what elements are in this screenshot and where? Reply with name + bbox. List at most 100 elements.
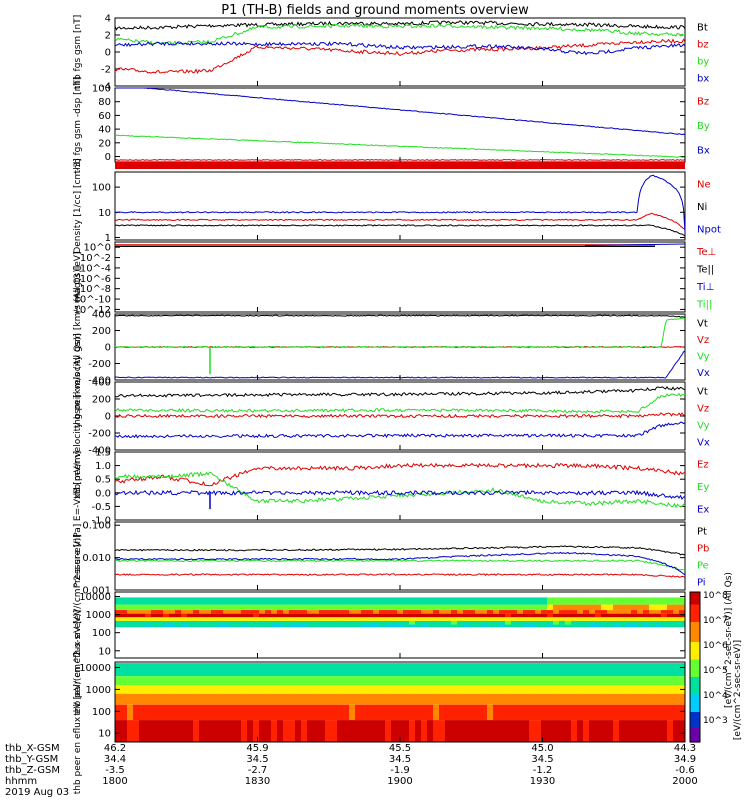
spectrogram-cell — [469, 720, 476, 742]
spectrogram-cell — [625, 613, 632, 618]
spectrogram-cell — [169, 620, 176, 625]
spectrogram-cell — [589, 704, 596, 721]
spectrogram-cell — [277, 604, 284, 611]
spectrogram-cell — [115, 604, 122, 611]
spectrogram-cell — [625, 597, 632, 605]
spectrogram-cell — [181, 685, 188, 694]
y-tick-label: 1.5 — [95, 448, 111, 459]
spectrogram-cell — [463, 624, 470, 628]
spectrogram-cell — [421, 620, 428, 625]
spectrogram-cell — [253, 624, 260, 628]
spectrogram-cell — [349, 597, 356, 605]
spectrogram-cell — [391, 676, 398, 686]
spectrogram-cell — [409, 720, 416, 742]
spectrogram-cell — [439, 720, 446, 742]
spectrogram-cell — [673, 676, 680, 686]
orbit-value: 44.3 — [674, 743, 696, 754]
spectrogram-cell — [385, 685, 392, 694]
spectrogram-cell — [157, 693, 164, 705]
spectrogram-cell — [133, 693, 140, 705]
spectrogram-cell — [601, 693, 608, 705]
spectrogram-cell — [631, 613, 638, 618]
y-tick-label: 10000 — [79, 663, 111, 674]
spectrogram-cell — [535, 610, 542, 614]
spectrogram-cell — [445, 613, 452, 618]
spectrogram-cell — [169, 597, 176, 605]
spectrogram-cell — [433, 676, 440, 686]
spectrogram-cell — [289, 604, 296, 611]
spectrogram-cell — [415, 720, 422, 742]
spectrogram-cell — [511, 610, 518, 614]
y-tick-label: 0 — [105, 48, 111, 59]
colorbar-cell — [690, 734, 700, 738]
orbit-value: 34.5 — [389, 754, 411, 765]
spectrogram-cell — [307, 604, 314, 611]
spectrogram-cell — [451, 620, 458, 625]
spectrogram-cell — [511, 597, 518, 605]
spectrogram-cell — [493, 604, 500, 611]
spectrogram-cell — [415, 597, 422, 605]
colorbar-cell — [690, 617, 700, 621]
y-tick-label: -400 — [88, 446, 111, 457]
spectrogram-cell — [121, 676, 128, 686]
spectrogram-cell — [433, 624, 440, 628]
spectrogram-cell — [499, 720, 506, 742]
spectrogram-cell — [505, 613, 512, 618]
spectrogram-cell — [583, 704, 590, 721]
legend-entry: Bz — [697, 96, 709, 107]
spectrogram-cell — [499, 620, 506, 625]
spectrogram-cell — [499, 624, 506, 628]
spectrogram-cell — [631, 704, 638, 721]
spectrogram-cell — [193, 676, 200, 686]
spectrogram-cell — [127, 604, 134, 611]
spectrogram-cell — [385, 617, 392, 621]
series-line-blue — [114, 551, 686, 576]
spectrogram-cell — [277, 693, 284, 705]
spectrogram-cell — [589, 720, 596, 742]
spectrogram-cell — [373, 676, 380, 686]
spectrogram-cell — [445, 610, 452, 614]
spectrogram-cell — [175, 663, 182, 677]
spectrogram-cell — [361, 604, 368, 611]
spectrogram-cell — [571, 693, 578, 705]
spectrogram-cell — [559, 685, 566, 694]
spectrogram-cell — [421, 685, 428, 694]
spectrogram-cell — [679, 693, 686, 705]
spectrogram-cell — [367, 720, 374, 742]
spectrogram-cell — [193, 720, 200, 742]
spectrogram-cell — [409, 624, 416, 628]
spectrogram-cell — [355, 676, 362, 686]
spectrogram-cell — [553, 620, 560, 625]
y-tick-label: 0 — [105, 412, 111, 423]
spectrogram-cell — [373, 693, 380, 705]
spectrogram-cell — [115, 704, 122, 721]
spectrogram-cell — [343, 704, 350, 721]
spectrogram-cell — [583, 720, 590, 742]
y-tick-label: 0.010 — [82, 553, 111, 564]
spectrogram-cell — [463, 704, 470, 721]
y-axis-label: thb peir en eflux eV [eV/(cm^2-s-sr-eV)] — [73, 534, 83, 716]
spectrogram-cell — [307, 693, 314, 705]
orbit-value: -0.6 — [675, 765, 695, 776]
spectrogram-cell — [283, 676, 290, 686]
spectrogram-cell — [559, 597, 566, 605]
spectrogram-cell — [421, 604, 428, 611]
spectrogram-cell — [475, 704, 482, 721]
spectrogram-cell — [271, 617, 278, 621]
spectrogram-cell — [265, 693, 272, 705]
spectrogram-cell — [163, 704, 170, 721]
spectrogram-cell — [481, 617, 488, 621]
spectrogram-cell — [199, 613, 206, 618]
spectrogram-cell — [421, 720, 428, 742]
orbit-row-label: thb_Z-GSM — [5, 765, 60, 776]
colorbar-cell — [690, 629, 700, 633]
panel-frame-3 — [114, 241, 686, 313]
spectrogram-cell — [655, 613, 662, 618]
y-tick-label: 400 — [92, 310, 111, 321]
series-line-red — [114, 38, 686, 75]
spectrogram-cell — [283, 685, 290, 694]
colorbar-label: [eV/(cm^2-sec-sr-eV)] — [733, 640, 743, 740]
spectrogram-cell — [643, 613, 650, 618]
spectrogram-cell — [451, 704, 458, 721]
colorbar-cell — [690, 637, 700, 641]
